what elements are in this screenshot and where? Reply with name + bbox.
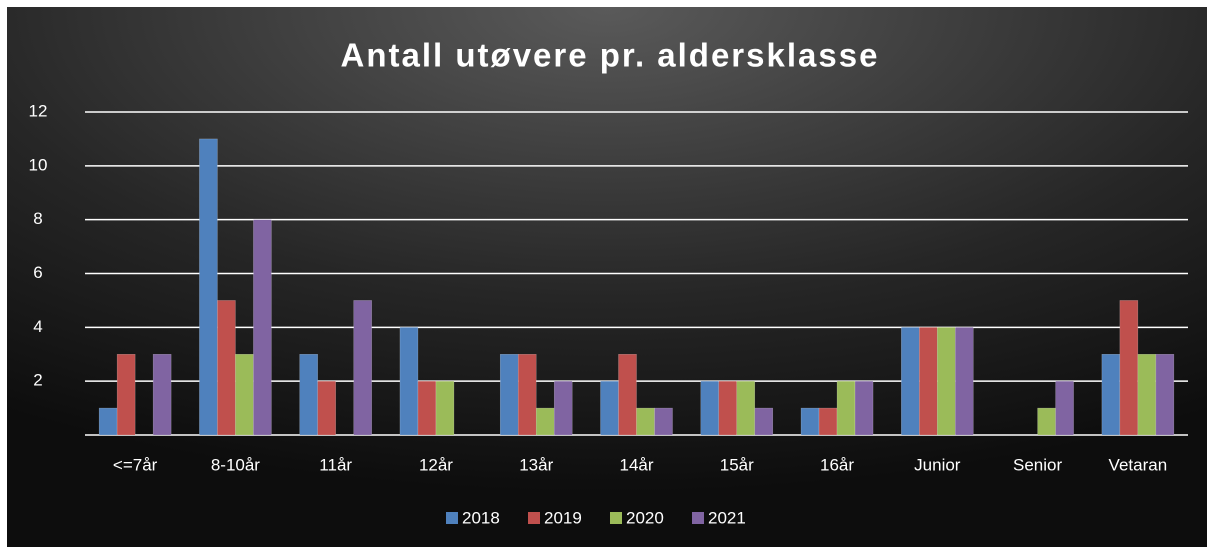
bar	[754, 407, 774, 436]
bar	[499, 354, 519, 436]
legend-label: 2018	[462, 508, 500, 527]
bar	[1137, 354, 1157, 436]
x-tick-label: 8-10år	[211, 455, 260, 474]
x-tick-label: 15år	[720, 455, 754, 474]
bar	[517, 354, 537, 436]
x-tick-label: 11år	[319, 455, 352, 474]
legend-label: 2019	[544, 508, 582, 527]
bar	[235, 354, 254, 436]
bar	[700, 380, 720, 436]
bar	[919, 327, 938, 436]
bar	[955, 327, 974, 436]
legend-label: 2021	[708, 508, 746, 527]
bar	[1101, 354, 1121, 436]
bar	[818, 407, 838, 436]
bar	[116, 354, 136, 436]
y-tick-label: 4	[33, 317, 42, 336]
bar	[718, 380, 738, 436]
bar	[199, 138, 218, 436]
x-tick-label: Junior	[914, 455, 961, 474]
x-tick-label: <=7år	[113, 455, 158, 474]
x-tick-label: 13år	[519, 455, 553, 474]
y-tick-label: 12	[29, 101, 48, 120]
y-tick-label: 8	[33, 209, 42, 228]
bar	[253, 219, 272, 436]
bar	[553, 380, 573, 436]
bar	[535, 407, 555, 436]
bar	[1055, 380, 1074, 436]
bar	[353, 300, 372, 436]
legend-swatch	[692, 512, 704, 524]
bar	[937, 327, 956, 436]
bar	[435, 380, 455, 436]
bar	[98, 407, 118, 436]
legend-swatch	[446, 512, 458, 524]
y-tick-label: 6	[33, 263, 42, 282]
bar	[836, 380, 856, 436]
bar	[217, 300, 236, 436]
bar	[399, 327, 419, 436]
bar	[800, 407, 820, 436]
bar	[618, 354, 637, 436]
bar	[901, 327, 920, 436]
bar	[317, 380, 336, 436]
bar	[636, 407, 655, 436]
chart-title: Antall utøvere pr. aldersklasse	[341, 37, 880, 74]
bar	[854, 380, 874, 436]
x-tick-label: 14år	[619, 455, 653, 474]
legend-swatch	[528, 512, 540, 524]
x-tick-label: Senior	[1013, 455, 1062, 474]
bar	[299, 354, 318, 436]
bar	[1155, 354, 1175, 436]
x-tick-label: Vetaran	[1109, 455, 1168, 474]
bar	[654, 407, 673, 436]
legend-label: 2020	[626, 508, 664, 527]
bar	[736, 380, 756, 436]
bar	[1119, 300, 1139, 436]
x-tick-label: 12år	[419, 455, 453, 474]
legend-swatch	[610, 512, 622, 524]
bar	[600, 380, 619, 436]
bar	[1037, 407, 1056, 436]
y-tick-label: 2	[33, 371, 42, 390]
y-tick-label: 10	[29, 155, 48, 174]
x-tick-label: 16år	[820, 455, 854, 474]
bar	[417, 380, 437, 436]
bar	[152, 354, 172, 436]
